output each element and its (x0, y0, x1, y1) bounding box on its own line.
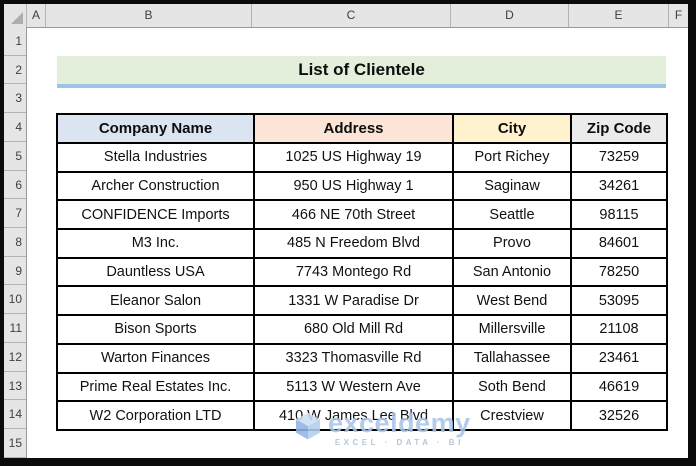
row-header-14[interactable]: 14 (4, 400, 26, 430)
table-header-address[interactable]: Address (253, 113, 454, 144)
cell-zip[interactable]: 23461 (570, 342, 668, 374)
cell-address[interactable]: 7743 Montego Rd (253, 256, 454, 288)
cell-city[interactable]: San Antonio (452, 256, 572, 288)
cell-company[interactable]: Eleanor Salon (56, 285, 255, 317)
table-header-company[interactable]: Company Name (56, 113, 255, 144)
cell-zip[interactable]: 34261 (570, 170, 668, 202)
cell-zip[interactable]: 32526 (570, 400, 668, 431)
row-header-12[interactable]: 12 (4, 343, 26, 372)
row-header-2[interactable]: 2 (4, 56, 26, 85)
select-all-button[interactable] (4, 4, 27, 27)
select-all-icon (11, 12, 23, 24)
column-header-a[interactable]: A (27, 4, 46, 27)
table-row: Eleanor Salon 1331 W Paradise Dr West Be… (56, 285, 668, 317)
cell-zip[interactable]: 46619 (570, 371, 668, 403)
cell-city[interactable]: Crestview (452, 400, 572, 431)
cell-zip[interactable]: 78250 (570, 256, 668, 288)
row-header-strip: 1 2 3 4 5 6 7 8 9 10 11 12 13 14 15 (4, 27, 27, 458)
table-row: Warton Finances 3323 Thomasville Rd Tall… (56, 342, 668, 374)
row-header-11[interactable]: 11 (4, 314, 26, 343)
row-header-3[interactable]: 3 (4, 84, 26, 114)
column-header-d[interactable]: D (451, 4, 569, 27)
column-header-e[interactable]: E (569, 4, 669, 27)
cell-address[interactable]: 680 Old Mill Rd (253, 314, 454, 345)
cell-zip[interactable]: 73259 (570, 142, 668, 173)
table-row: Dauntless USA 7743 Montego Rd San Antoni… (56, 256, 668, 288)
table-row: Bison Sports 680 Old Mill Rd Millersvill… (56, 314, 668, 345)
row-header-8[interactable]: 8 (4, 228, 26, 257)
row-header-10[interactable]: 10 (4, 285, 26, 315)
cell-company[interactable]: CONFIDENCE Imports (56, 199, 255, 231)
row-header-5[interactable]: 5 (4, 142, 26, 171)
cell-address[interactable]: 466 NE 70th Street (253, 199, 454, 231)
watermark-tagline: EXCEL · DATA · BI (334, 438, 464, 447)
cell-company[interactable]: M3 Inc. (56, 228, 255, 259)
row-header-13[interactable]: 13 (4, 372, 26, 401)
cell-company[interactable]: Stella Industries (56, 142, 255, 173)
cell-address[interactable]: 3323 Thomasville Rd (253, 342, 454, 374)
cell-city[interactable]: Soth Bend (452, 371, 572, 403)
cell-zip[interactable]: 21108 (570, 314, 668, 345)
cell-zip[interactable]: 98115 (570, 199, 668, 231)
title-cell[interactable]: List of Clientele (57, 56, 666, 88)
table-row: Stella Industries 1025 US Highway 19 Por… (56, 142, 668, 173)
cell-city[interactable]: West Bend (452, 285, 572, 317)
cell-company[interactable]: Dauntless USA (56, 256, 255, 288)
cell-address[interactable]: 410 W James Lee Blvd (253, 400, 454, 431)
table-header-zip-code[interactable]: Zip Code (570, 113, 668, 144)
cell-address[interactable]: 1025 US Highway 19 (253, 142, 454, 173)
column-header-c[interactable]: C (252, 4, 451, 27)
cell-zip[interactable]: 84601 (570, 228, 668, 259)
column-header-b[interactable]: B (46, 4, 252, 27)
table-row: M3 Inc. 485 N Freedom Blvd Provo 84601 (56, 228, 668, 259)
table-header-row: Company Name Address City Zip Code (56, 113, 668, 144)
clientele-table: Company Name Address City Zip Code Stell… (56, 113, 668, 431)
cell-city[interactable]: Provo (452, 228, 572, 259)
cell-city[interactable]: Port Richey (452, 142, 572, 173)
cell-city[interactable]: Tallahassee (452, 342, 572, 374)
cell-address[interactable]: 5113 W Western Ave (253, 371, 454, 403)
row-header-1[interactable]: 1 (4, 27, 26, 56)
table-row: Prime Real Estates Inc. 5113 W Western A… (56, 371, 668, 403)
table-row: W2 Corporation LTD 410 W James Lee Blvd … (56, 400, 668, 431)
cell-company[interactable]: Prime Real Estates Inc. (56, 371, 255, 403)
row-header-7[interactable]: 7 (4, 199, 26, 229)
cell-company[interactable]: Warton Finances (56, 342, 255, 374)
cell-company[interactable]: Archer Construction (56, 170, 255, 202)
table-row: Archer Construction 950 US Highway 1 Sag… (56, 170, 668, 202)
row-header-4[interactable]: 4 (4, 113, 26, 142)
cell-address[interactable]: 1331 W Paradise Dr (253, 285, 454, 317)
cell-city[interactable]: Saginaw (452, 170, 572, 202)
column-header-f[interactable]: F (674, 8, 683, 22)
row-header-15[interactable]: 15 (4, 429, 26, 458)
cell-city[interactable]: Millersville (452, 314, 572, 345)
cell-company[interactable]: Bison Sports (56, 314, 255, 345)
worksheet: A B C D E F 1 2 3 4 5 6 7 8 9 10 11 12 1… (4, 4, 688, 458)
cell-company[interactable]: W2 Corporation LTD (56, 400, 255, 431)
table-header-city[interactable]: City (452, 113, 572, 144)
column-header-strip: A B C D E F (4, 4, 688, 28)
cell-city[interactable]: Seattle (452, 199, 572, 231)
table-row: CONFIDENCE Imports 466 NE 70th Street Se… (56, 199, 668, 231)
cell-zip[interactable]: 53095 (570, 285, 668, 317)
cell-address[interactable]: 485 N Freedom Blvd (253, 228, 454, 259)
row-header-9[interactable]: 9 (4, 257, 26, 286)
row-header-6[interactable]: 6 (4, 171, 26, 200)
cell-address[interactable]: 950 US Highway 1 (253, 170, 454, 202)
